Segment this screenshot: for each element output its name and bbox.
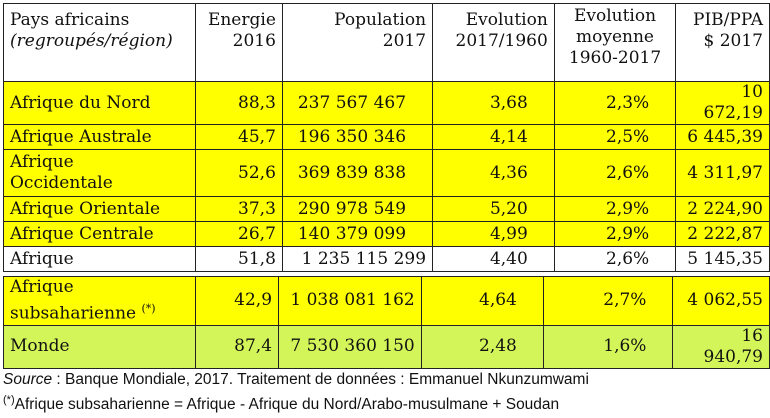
footnote-mark: (*) <box>3 394 15 406</box>
footnote-text: Afrique subsaharienne = Afrique - Afriqu… <box>14 396 560 414</box>
energie-cell: 87,4 <box>194 324 280 369</box>
population-cell: 7 530 360 150 <box>278 324 422 369</box>
region-line1: Afrique <box>10 152 74 172</box>
header-evolution-line2: 2017/1960 <box>455 31 548 51</box>
table-row: Afrique subsaharienne (*) 42,9 1 038 081… <box>3 276 770 326</box>
table-row: Afrique Centrale 26,7 140 379 099 4,99 2… <box>2 221 770 247</box>
region-line1: Afrique <box>10 277 74 297</box>
header-evolmoy-line1: Evolution <box>573 6 657 26</box>
pib-cell: 5 145,35 <box>675 246 770 272</box>
population-cell: 140 379 099 <box>281 221 434 247</box>
evolution-moyenne-cell: 2,6% <box>553 149 677 197</box>
table-row: Afrique Occidentale 52,6 369 839 838 4,3… <box>2 149 770 197</box>
energie-cell: 45,7 <box>195 124 283 150</box>
main-data-table: Pays africains (regroupés/région) Energi… <box>2 3 770 272</box>
population-cell: 290 978 549 <box>281 196 434 222</box>
table-header-row: Pays africains (regroupés/région) Energi… <box>2 3 770 82</box>
evolution-cell: 4,14 <box>432 124 555 150</box>
header-evolution-line1: Evolution <box>465 10 548 30</box>
energie-cell: 88,3 <box>195 81 283 125</box>
population-cell: 1 235 115 299 <box>281 246 434 272</box>
source-text: : Banque Mondiale, 2017. Traitement de d… <box>52 371 589 388</box>
energie-cell: 37,3 <box>195 196 283 222</box>
header-evolmoy-line2: moyenne <box>576 27 654 47</box>
footnote-mark: (*) <box>141 302 156 315</box>
secondary-data-table: Afrique subsaharienne (*) 42,9 1 038 081… <box>3 276 770 369</box>
evolution-moyenne-cell: 2,9% <box>553 196 677 222</box>
region-line2: Occidentale <box>10 173 113 193</box>
region-cell: Afrique Centrale <box>2 221 197 247</box>
region-cell: Afrique Australe <box>2 124 197 150</box>
pib-cell: 4 311,97 <box>675 149 770 197</box>
evolution-cell: 4,64 <box>420 276 544 326</box>
evolution-cell: 4,40 <box>432 246 555 272</box>
footnote: (*)Afrique subsaharienne = Afrique - Afr… <box>3 394 559 414</box>
pib-cell: 16 940,79 <box>672 324 770 369</box>
header-population: Population 2017 <box>281 3 434 82</box>
header-energie: Energie 2016 <box>195 3 283 82</box>
region-cell: Afrique du Nord <box>2 81 197 125</box>
header-pib: PIB/PPA $ 2017 <box>675 3 770 82</box>
table-row: Monde 87,4 7 530 360 150 2,48 1,6% 16 94… <box>3 324 770 369</box>
header-energie-line2: 2016 <box>232 31 276 51</box>
header-population-line1: Population <box>334 10 427 30</box>
source-label: Source <box>3 371 53 388</box>
header-population-line2: 2017 <box>382 31 427 51</box>
pib-cell: 10 672,19 <box>675 81 770 125</box>
region-cell: Monde <box>3 324 196 369</box>
evolution-moyenne-cell: 2,6% <box>553 246 677 272</box>
evolution-moyenne-cell: 2,9% <box>553 221 677 247</box>
header-region-line2: (regroupés/région) <box>10 31 173 51</box>
population-cell: 369 839 838 <box>281 149 434 197</box>
evolution-cell: 4,99 <box>432 221 555 247</box>
evolution-cell: 2,48 <box>420 324 544 369</box>
region-cell: Afrique Orientale <box>2 196 197 222</box>
header-region-line1: Pays africains <box>10 10 130 30</box>
header-evolution: Evolution 2017/1960 <box>432 3 555 82</box>
evolution-moyenne-cell: 2,5% <box>553 124 677 150</box>
table-row: Afrique 51,8 1 235 115 299 4,40 2,6% 5 1… <box>2 246 770 272</box>
pib-cell: 2 222,87 <box>675 221 770 247</box>
energie-cell: 52,6 <box>195 149 283 197</box>
energie-cell: 51,8 <box>195 246 283 272</box>
header-pib-line1: PIB/PPA <box>693 10 763 30</box>
region-line2: subsaharienne <box>10 303 137 324</box>
region-cell: Afrique subsaharienne (*) <box>3 276 196 326</box>
region-cell: Afrique Occidentale <box>2 149 197 197</box>
evolution-moyenne-cell: 1,6% <box>542 324 674 369</box>
pib-cell: 2 224,90 <box>675 196 770 222</box>
region-cell: Afrique <box>2 246 197 272</box>
header-evolmoy-line3: 1960-2017 <box>568 48 662 68</box>
table-row: Afrique Australe 45,7 196 350 346 4,14 2… <box>2 124 770 150</box>
header-evolution-moyenne: Evolution moyenne 1960-2017 <box>553 3 677 82</box>
header-pib-line2: $ 2017 <box>703 31 763 51</box>
pib-cell: 6 445,39 <box>675 124 770 150</box>
population-cell: 196 350 346 <box>281 124 434 150</box>
evolution-cell: 4,36 <box>432 149 555 197</box>
population-cell: 1 038 081 162 <box>278 276 422 326</box>
evolution-cell: 3,68 <box>432 81 555 125</box>
table-row: Afrique du Nord 88,3 237 567 467 3,68 2,… <box>2 81 770 125</box>
energie-cell: 26,7 <box>195 221 283 247</box>
evolution-moyenne-cell: 2,3% <box>553 81 677 125</box>
energie-cell: 42,9 <box>194 276 280 326</box>
evolution-moyenne-cell: 2,7% <box>542 276 674 326</box>
pib-cell: 4 062,55 <box>672 276 770 326</box>
source-note: Source : Banque Mondiale, 2017. Traiteme… <box>3 371 589 389</box>
header-energie-line1: Energie <box>207 10 276 30</box>
header-region: Pays africains (regroupés/région) <box>2 3 197 82</box>
evolution-cell: 5,20 <box>432 196 555 222</box>
population-cell: 237 567 467 <box>281 81 434 125</box>
table-row: Afrique Orientale 37,3 290 978 549 5,20 … <box>2 196 770 222</box>
